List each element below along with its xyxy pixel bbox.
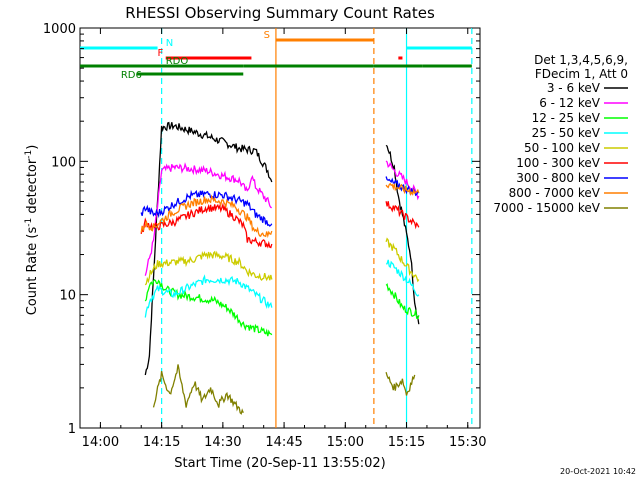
legend-label-1: 6 - 12 keV <box>539 96 601 110</box>
y-axis-label: Count Rate (s-1 detector-1) <box>24 145 40 316</box>
x-tick-label-0: 14:00 <box>82 435 119 450</box>
x-tick-label-5: 15:15 <box>388 435 425 450</box>
legend-label-5: 100 - 300 keV <box>516 156 600 170</box>
legend: Det 1,3,4,5,6,9,FDecim 1, Att 03 - 6 keV… <box>493 53 628 215</box>
x-axis: 14:00 14:15 14:30 14:45 15:00 15:15 15:30 <box>79 28 486 450</box>
legend-label-4: 50 - 100 keV <box>524 141 601 155</box>
series-line-3-1 <box>386 259 420 297</box>
series-line-0-0 <box>144 121 273 376</box>
x-tick-label-4: 15:00 <box>327 435 364 450</box>
series-line-6-0 <box>140 189 273 227</box>
y-axis: 1 10 100 1000 <box>43 22 480 437</box>
legend-header-1: FDecim 1, Att 0 <box>535 67 628 81</box>
series-line-5-1 <box>385 201 420 230</box>
legend-label-2: 12 - 25 keV <box>532 111 601 125</box>
footer-timestamp: 20-Oct-2021 10:42 <box>560 467 636 476</box>
legend-label-0: 3 - 6 keV <box>547 81 601 95</box>
series-line-4-0 <box>144 250 273 286</box>
series-line-8-0 <box>152 364 244 415</box>
y-tick-label-3: 1000 <box>43 22 76 37</box>
x-tick-label-3: 14:45 <box>265 435 302 450</box>
x-tick-label-2: 14:30 <box>204 435 241 450</box>
series-line-1-1 <box>385 160 420 201</box>
series-line-0-1 <box>385 144 420 325</box>
x-tick-label-6: 15:30 <box>449 435 486 450</box>
series-line-7-0 <box>140 194 273 239</box>
plot-frame <box>79 27 481 429</box>
series-line-7-1 <box>385 182 420 197</box>
x-axis-label: Start Time (20-Sep-11 13:55:02) <box>174 456 385 471</box>
chart-title: RHESSI Observing Summary Count Rates <box>125 4 435 22</box>
legend-label-8: 7000 - 15000 keV <box>493 201 600 215</box>
x-tick-label-1: 14:15 <box>143 435 180 450</box>
legend-label-6: 300 - 800 keV <box>516 171 600 185</box>
legend-header-0: Det 1,3,4,5,6,9, <box>534 53 628 67</box>
series-line-1-0 <box>144 162 272 276</box>
flag-label-rd6: RD6 <box>121 70 142 81</box>
flag-label-rdo: RDO <box>166 56 189 67</box>
flag-label-n: N <box>166 38 173 49</box>
flag-label-s: S <box>264 30 270 41</box>
y-tick-label-2: 100 <box>51 155 76 170</box>
series-line-3-0 <box>144 274 273 318</box>
series-line-8-1 <box>385 372 416 396</box>
legend-label-3: 25 - 50 keV <box>532 126 601 140</box>
vertical-markers <box>161 28 473 428</box>
plot-area <box>79 27 481 429</box>
y-tick-label-1: 10 <box>59 289 76 304</box>
series-line-5-0 <box>140 202 273 249</box>
series-line-2-0 <box>144 278 273 337</box>
series-line-4-1 <box>385 237 420 283</box>
legend-label-7: 800 - 7000 keV <box>509 186 601 200</box>
series-group <box>140 121 420 415</box>
flag-label-f: F <box>158 48 164 59</box>
series-line-2-1 <box>385 283 420 320</box>
y-tick-label-0: 1 <box>68 422 76 437</box>
